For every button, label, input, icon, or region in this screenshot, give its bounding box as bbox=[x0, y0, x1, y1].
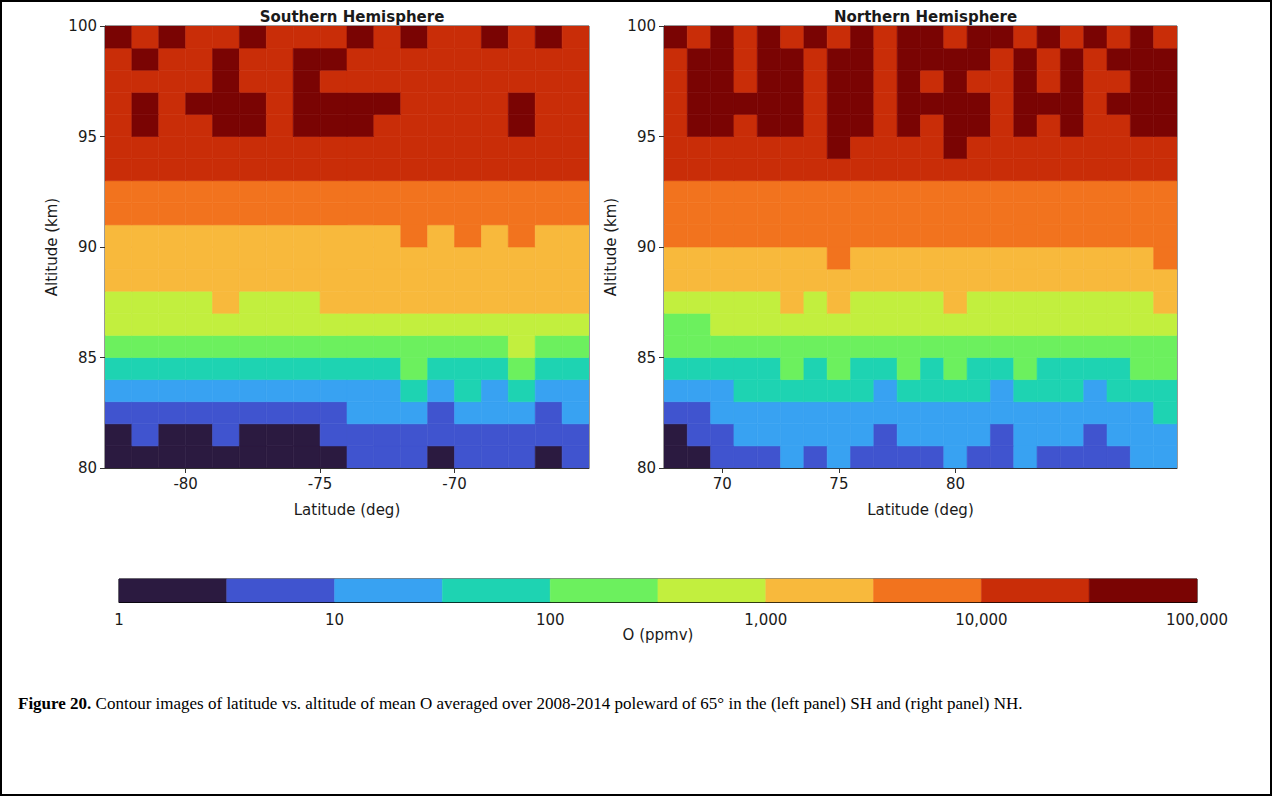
svg-text:70: 70 bbox=[713, 475, 732, 493]
svg-text:Latitude (deg): Latitude (deg) bbox=[294, 501, 400, 519]
svg-text:10,000: 10,000 bbox=[955, 611, 1008, 629]
svg-text:10: 10 bbox=[325, 611, 344, 629]
svg-text:-70: -70 bbox=[442, 475, 467, 493]
svg-text:85: 85 bbox=[78, 349, 97, 367]
svg-text:Northern Hemisphere: Northern Hemisphere bbox=[834, 8, 1017, 26]
svg-text:Southern Hemisphere: Southern Hemisphere bbox=[260, 8, 445, 26]
svg-text:1,000: 1,000 bbox=[744, 611, 787, 629]
svg-text:85: 85 bbox=[637, 349, 656, 367]
svg-text:100,000: 100,000 bbox=[1166, 611, 1228, 629]
svg-text:-75: -75 bbox=[308, 475, 333, 493]
svg-text:95: 95 bbox=[637, 128, 656, 146]
svg-text:90: 90 bbox=[78, 238, 97, 256]
svg-text:80: 80 bbox=[637, 459, 656, 477]
svg-text:100: 100 bbox=[68, 17, 97, 35]
svg-text:95: 95 bbox=[78, 128, 97, 146]
svg-text:80: 80 bbox=[946, 475, 965, 493]
svg-text:Altitude (km): Altitude (km) bbox=[602, 198, 620, 296]
html-text:Figure 20. Contour images of l: Figure 20. Contour images of latitude vs… bbox=[18, 694, 1023, 713]
svg-text:80: 80 bbox=[78, 459, 97, 477]
svg-text:1: 1 bbox=[114, 611, 124, 629]
svg-text:Altitude (km): Altitude (km) bbox=[43, 198, 61, 296]
svg-text:90: 90 bbox=[637, 238, 656, 256]
svg-text:Latitude (deg): Latitude (deg) bbox=[867, 501, 973, 519]
svg-text:100: 100 bbox=[627, 17, 656, 35]
svg-text:75: 75 bbox=[829, 475, 848, 493]
svg-text:100: 100 bbox=[536, 611, 565, 629]
svg-text:O (ppmv): O (ppmv) bbox=[623, 626, 694, 644]
svg-text:-80: -80 bbox=[173, 475, 198, 493]
